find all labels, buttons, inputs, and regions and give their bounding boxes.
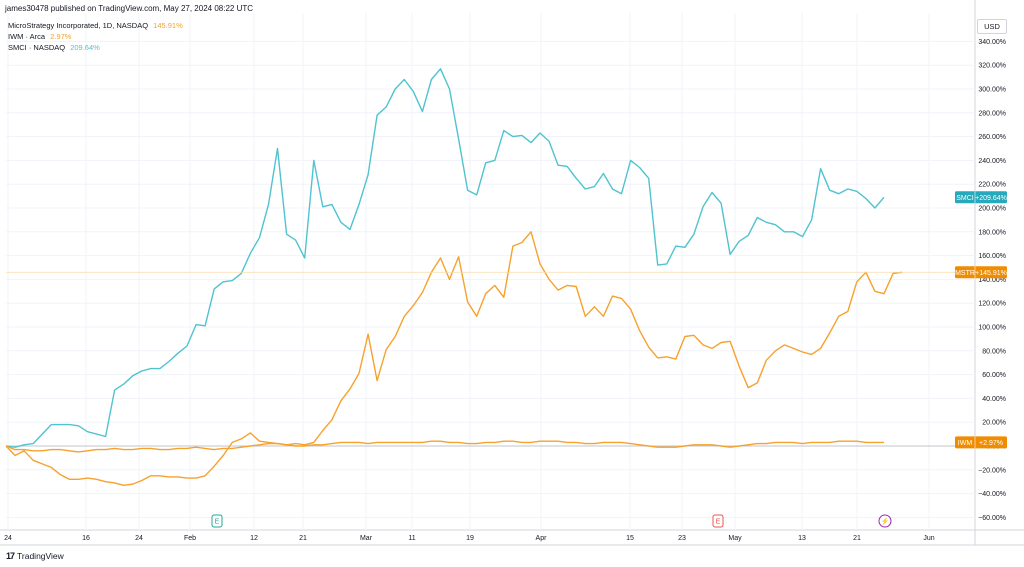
- y-tick-label: 220.00%: [978, 182, 1006, 189]
- y-tick-label: 340.00%: [978, 39, 1006, 46]
- y-tick-label: 80.00%: [982, 348, 1006, 355]
- x-tick-label: 21: [853, 535, 861, 542]
- y-tick-label: 140.00%: [978, 277, 1006, 284]
- currency-button[interactable]: USD: [977, 19, 1007, 34]
- x-tick-label: 23: [678, 535, 686, 542]
- publish-info: james30478 published on TradingView.com,…: [5, 4, 254, 13]
- event-marker-label: E: [215, 519, 220, 526]
- price-tag-symbol: MSTR: [955, 270, 975, 277]
- legend-value: 2.97%: [50, 32, 72, 41]
- x-tick-label: Mar: [360, 535, 373, 542]
- y-tick-label: −20.00%: [978, 467, 1006, 474]
- tradingview-brand[interactable]: 17 TradingView: [6, 551, 64, 561]
- y-tick-label: 280.00%: [978, 110, 1006, 117]
- price-tag-value: +145.91%: [975, 270, 1007, 277]
- x-tick-label: 15: [626, 535, 634, 542]
- y-tick-label: 100.00%: [978, 325, 1006, 332]
- y-tick-label: 180.00%: [978, 229, 1006, 236]
- price-tag-mstr: [955, 266, 1007, 279]
- y-tick-label: 120.00%: [978, 301, 1006, 308]
- tradingview-logo-icon: 17: [6, 551, 15, 561]
- legend-label: SMCI · NASDAQ: [8, 43, 66, 52]
- x-tick-label: 12: [250, 535, 258, 542]
- x-tick-label: 21: [299, 535, 307, 542]
- price-tag-smci: [955, 191, 1007, 204]
- x-tick-label: 19: [466, 535, 474, 542]
- series-line-mstr: [5, 231, 903, 486]
- x-tick-label: 24: [4, 535, 12, 542]
- y-tick-label: 20.00%: [982, 420, 1006, 427]
- x-tick-label: May: [728, 535, 742, 542]
- y-tick-label: 160.00%: [978, 253, 1006, 260]
- legend: MicroStrategy Incorporated, 1D, NASDAQ 1…: [8, 20, 183, 53]
- legend-value: 209.64%: [70, 43, 100, 52]
- y-tick-label: 260.00%: [978, 134, 1006, 141]
- series-line-iwm: [5, 440, 884, 453]
- legend-value: 145.91%: [153, 21, 183, 30]
- x-tick-label: 13: [798, 535, 806, 542]
- y-tick-label: −60.00%: [978, 515, 1006, 522]
- legend-item-iwm[interactable]: IWM · Arca 2.97%: [8, 31, 183, 42]
- price-tag-symbol: IWM: [958, 440, 973, 447]
- y-tick-label: 320.00%: [978, 63, 1006, 70]
- x-tick-label: 16: [82, 535, 90, 542]
- event-marker-label: E: [716, 519, 721, 526]
- y-tick-label: 300.00%: [978, 87, 1006, 94]
- price-tag-symbol: SMCI: [956, 195, 974, 202]
- x-tick-label: 11: [408, 535, 415, 542]
- legend-item-mstr[interactable]: MicroStrategy Incorporated, 1D, NASDAQ 1…: [8, 20, 183, 31]
- y-tick-label: 60.00%: [982, 372, 1006, 379]
- price-tag-value: +2.97%: [979, 440, 1003, 447]
- y-tick-label: 200.00%: [978, 206, 1006, 213]
- event-marker-earnings-icon: [211, 514, 223, 528]
- brand-name: TradingView: [17, 551, 64, 561]
- price-tag-value: +209.64%: [975, 195, 1007, 202]
- y-tick-label: 40.00%: [982, 396, 1006, 403]
- price-tag-iwm: [955, 436, 1007, 449]
- event-marker-label: ⚡: [881, 517, 890, 526]
- y-tick-label: −40.00%: [978, 491, 1006, 498]
- event-marker-lightning-icon: [878, 514, 892, 528]
- legend-item-smci[interactable]: SMCI · NASDAQ 209.64%: [8, 42, 183, 53]
- legend-label: MicroStrategy Incorporated, 1D, NASDAQ: [8, 21, 149, 30]
- y-tick-label: 240.00%: [978, 158, 1006, 165]
- x-tick-label: 24: [135, 535, 143, 542]
- x-tick-label: Jun: [923, 535, 934, 542]
- series-line-smci: [5, 68, 885, 448]
- event-marker-earnings-icon: [712, 514, 724, 528]
- x-tick-label: Feb: [184, 535, 196, 542]
- x-tick-label: Apr: [536, 535, 548, 542]
- legend-label: IWM · Arca: [8, 32, 46, 41]
